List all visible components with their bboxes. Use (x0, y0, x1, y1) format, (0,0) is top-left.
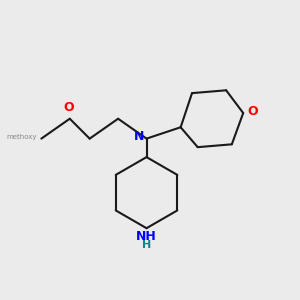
Text: O: O (248, 105, 258, 118)
Text: O: O (63, 100, 74, 114)
Text: NH: NH (136, 230, 157, 243)
Text: N: N (134, 130, 144, 143)
Text: H: H (142, 240, 151, 250)
Text: methoxy: methoxy (7, 134, 37, 140)
